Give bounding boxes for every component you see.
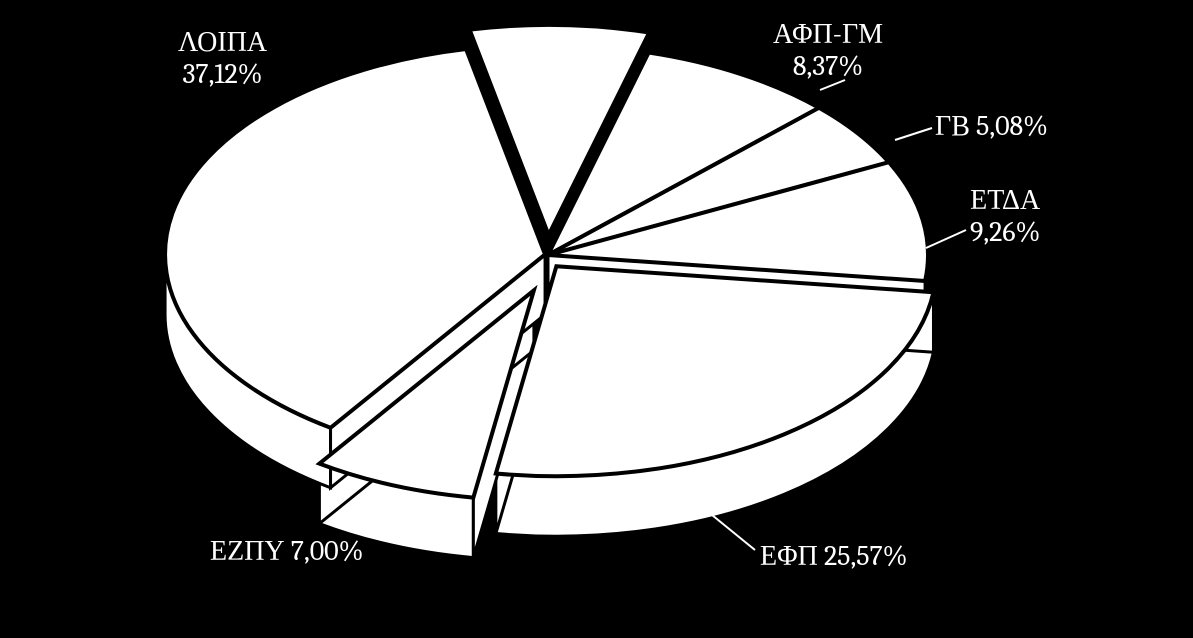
pie-chart [0, 0, 1193, 638]
label-LOIPA: ΛΟΙΠΑ 37,12% [178, 26, 267, 90]
leader-ETDA [926, 230, 966, 248]
leader-GB [895, 128, 932, 140]
label-GB: ΓΒ 5,08% [935, 110, 1048, 142]
label-AOA: ΑΟΑ 7,60% [486, 25, 622, 57]
label-ETDA: ΕΤΔΑ 9,26% [970, 184, 1040, 248]
label-EZPY: ΕΖΠΥ 7,00% [210, 535, 364, 567]
label-AFP_GM: ΑΦΠ-ΓΜ 8,37% [773, 18, 883, 82]
label-EFP: ΕΦΠ 25,57% [760, 540, 908, 572]
leader-EFP [712, 515, 755, 550]
